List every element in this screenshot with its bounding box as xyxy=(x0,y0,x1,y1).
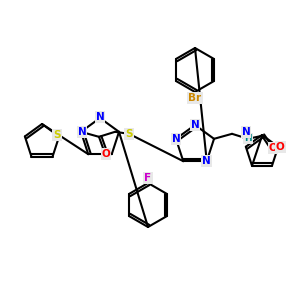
Text: N: N xyxy=(96,112,104,122)
Text: N: N xyxy=(78,127,86,137)
Text: N: N xyxy=(190,120,200,130)
Text: N: N xyxy=(172,134,180,144)
Text: O: O xyxy=(276,142,284,152)
Text: S: S xyxy=(53,130,61,140)
Text: O: O xyxy=(102,149,110,159)
Text: N: N xyxy=(242,127,250,137)
Text: N: N xyxy=(202,156,211,166)
Text: H: H xyxy=(244,134,252,143)
Text: F: F xyxy=(144,173,152,183)
Text: S: S xyxy=(125,129,133,139)
Text: Br: Br xyxy=(188,93,202,103)
Text: O: O xyxy=(268,143,278,153)
